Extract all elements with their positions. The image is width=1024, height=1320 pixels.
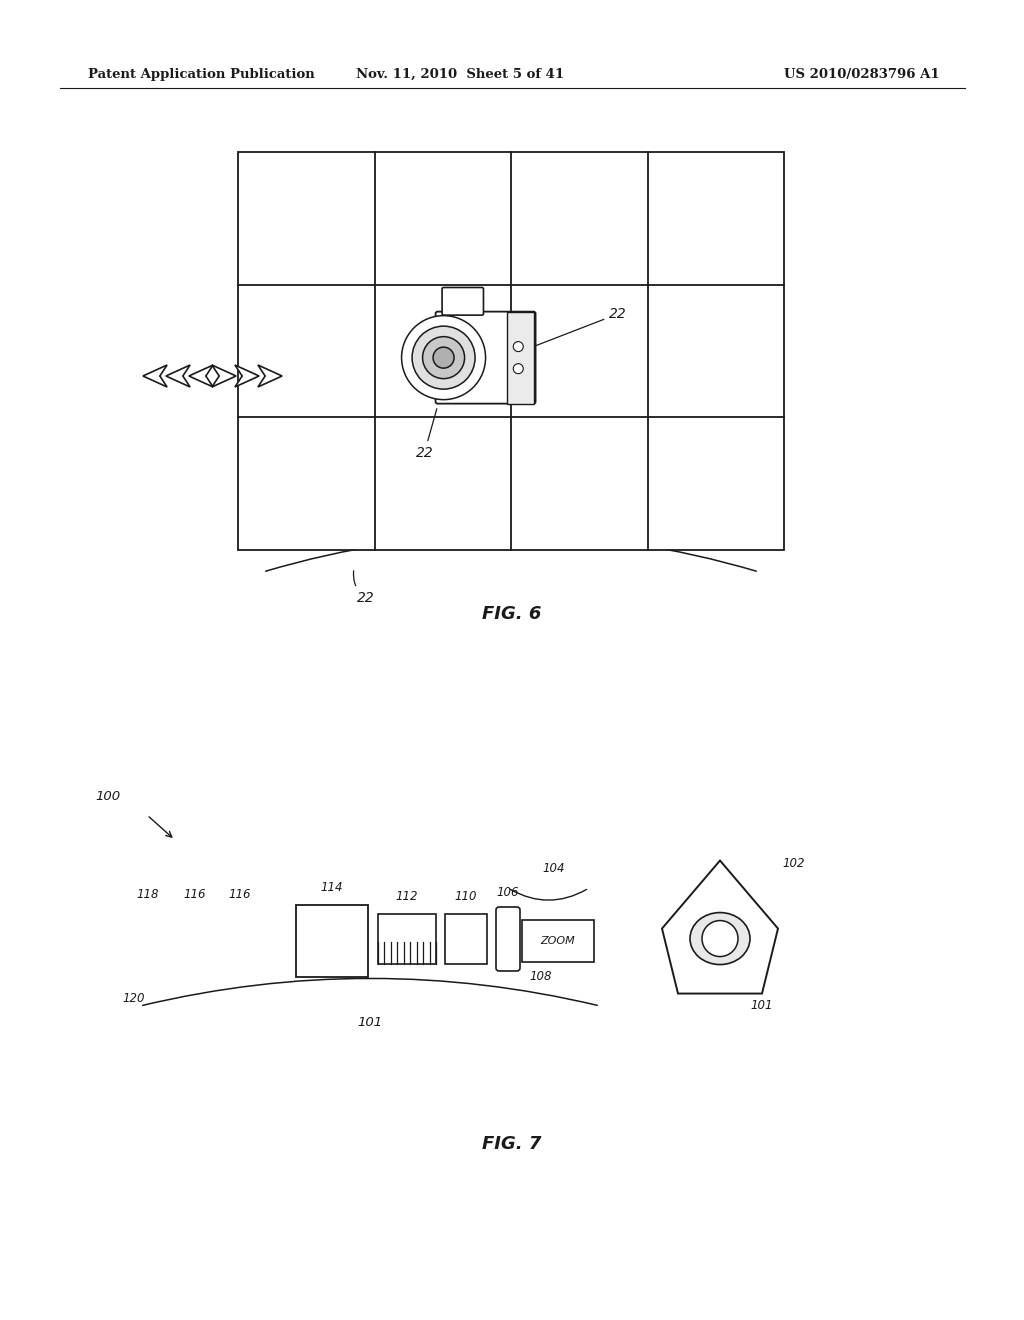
FancyArrowPatch shape [142,978,597,1006]
Text: 110: 110 [455,890,477,903]
Polygon shape [166,366,190,387]
Ellipse shape [690,912,750,965]
Bar [522,920,594,962]
FancyArrowPatch shape [510,890,587,900]
Text: 116: 116 [183,888,206,902]
Text: FIG. 7: FIG. 7 [482,1135,542,1152]
Polygon shape [188,366,213,387]
Circle shape [702,920,738,957]
Text: 118: 118 [137,888,160,902]
Bar [378,913,436,964]
Bar [445,913,487,964]
Circle shape [433,347,454,368]
FancyBboxPatch shape [496,907,520,972]
Circle shape [423,337,465,379]
Polygon shape [234,366,259,387]
Text: Nov. 11, 2010  Sheet 5 of 41: Nov. 11, 2010 Sheet 5 of 41 [356,69,564,81]
Bar [238,152,784,550]
Text: 100: 100 [95,789,120,803]
Bar [507,312,534,404]
Text: ZOOM: ZOOM [541,936,575,946]
Text: 22: 22 [530,306,627,348]
Polygon shape [662,861,778,994]
Circle shape [513,342,523,351]
Text: FIG. 6: FIG. 6 [482,605,542,623]
Polygon shape [143,366,167,387]
Circle shape [513,364,523,374]
Text: 106: 106 [497,886,519,899]
Text: 102: 102 [782,857,805,870]
Circle shape [401,315,485,400]
FancyBboxPatch shape [442,288,483,315]
Text: 101: 101 [750,998,772,1011]
Text: 104: 104 [543,862,565,875]
FancyArrowPatch shape [265,535,757,572]
Text: 114: 114 [321,880,343,894]
Text: 112: 112 [395,890,418,903]
Circle shape [412,326,475,389]
FancyBboxPatch shape [435,312,536,404]
Text: Patent Application Publication: Patent Application Publication [88,69,314,81]
Text: 120: 120 [122,993,144,1005]
Text: 108: 108 [529,970,552,983]
Text: 101: 101 [357,1016,383,1030]
Text: US 2010/0283796 A1: US 2010/0283796 A1 [784,69,940,81]
Bar [296,906,368,977]
Text: 22: 22 [353,570,375,605]
Polygon shape [212,366,237,387]
Text: 116: 116 [228,888,251,902]
Text: 22: 22 [416,409,437,461]
Polygon shape [258,366,282,387]
